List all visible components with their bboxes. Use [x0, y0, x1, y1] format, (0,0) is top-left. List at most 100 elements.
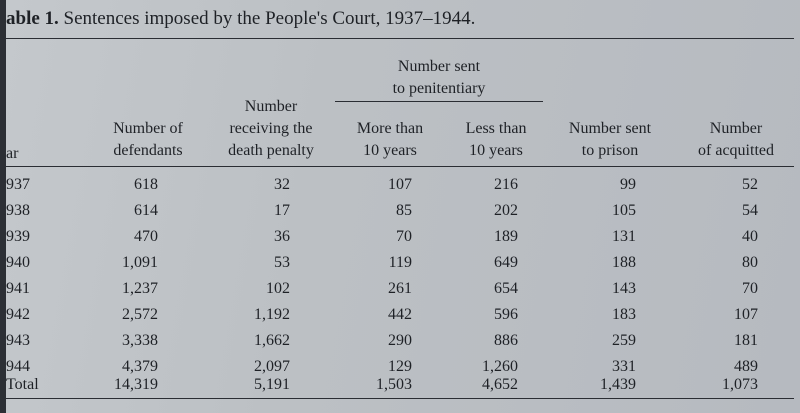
header-line: Number: [709, 120, 763, 137]
table-row: 939 470 36 70 189 131 40: [0, 224, 800, 250]
header-penitentiary-group: Number sent to penitentiary: [335, 56, 543, 100]
cell-less-than-10: 4,652: [482, 376, 518, 393]
cell-year: 937: [6, 176, 30, 193]
cell-more-than-10: 107: [388, 176, 412, 193]
cell-acquitted: 40: [742, 228, 758, 245]
cell-death-penalty: 1,192: [254, 306, 290, 323]
cell-prison: 131: [612, 228, 636, 245]
cell-less-than-10: 886: [494, 332, 518, 349]
cell-defendants: 3,338: [122, 332, 158, 349]
cell-more-than-10: 129: [388, 358, 412, 375]
header-acquitted: Number of acquitted: [678, 118, 794, 162]
cell-year: 940: [6, 254, 30, 271]
cell-year: 943: [6, 332, 30, 349]
cell-acquitted: 489: [734, 358, 758, 375]
cell-acquitted: 107: [734, 306, 758, 323]
header-more-than-10: More than 10 years: [340, 118, 440, 162]
header-line: 10 years: [469, 142, 523, 159]
cell-defendants: 2,572: [122, 306, 158, 323]
cell-prison: 105: [612, 202, 636, 219]
header-line: receiving the: [229, 120, 313, 137]
cell-less-than-10: 596: [494, 306, 518, 323]
cell-less-than-10: 654: [494, 280, 518, 297]
cell-death-penalty: 32: [274, 176, 290, 193]
cell-more-than-10: 119: [388, 254, 412, 271]
table-row: 937 618 32 107 216 99 52: [0, 172, 800, 198]
cell-prison: 331: [612, 358, 636, 375]
cell-prison: 143: [612, 280, 636, 297]
cell-acquitted: 80: [742, 254, 758, 271]
cell-death-penalty: 17: [274, 202, 290, 219]
header-line: to penitentiary: [392, 80, 486, 97]
cell-more-than-10: 290: [388, 332, 412, 349]
table-row: 944 4,379 2,097 129 1,260 331 489: [0, 354, 800, 380]
cell-defendants: 4,379: [122, 358, 158, 375]
cell-more-than-10: 1,503: [376, 376, 412, 393]
cell-acquitted: 1,073: [722, 376, 758, 393]
table-caption: able 1. Sentences imposed by the People'…: [6, 8, 475, 30]
header-line: Number: [244, 98, 298, 115]
table-row: 940 1,091 53 119 649 188 80: [0, 250, 800, 276]
header-line: to prison: [581, 142, 639, 159]
cell-less-than-10: 649: [494, 254, 518, 271]
header-year: ar: [6, 145, 19, 162]
cell-death-penalty: 1,662: [254, 332, 290, 349]
header-line: of acquitted: [698, 142, 774, 159]
header-line: Number of: [113, 120, 183, 137]
table-row-total: Total 14,319 5,191 1,503 4,652 1,439 1,0…: [0, 372, 800, 398]
cell-death-penalty: 53: [274, 254, 290, 271]
cell-acquitted: 52: [742, 176, 758, 193]
cell-more-than-10: 70: [396, 228, 412, 245]
bottom-rule: [6, 398, 794, 399]
header-line: Less than: [465, 120, 527, 137]
header-less-than-10: Less than 10 years: [446, 118, 546, 162]
table-title: Sentences imposed by the People's Court,…: [63, 8, 476, 29]
top-rule: [6, 38, 794, 39]
header-death-penalty: Number receiving the death penalty: [210, 96, 332, 162]
header-line: 10 years: [363, 142, 417, 159]
cell-prison: 183: [612, 306, 636, 323]
header-defendants: Number of defendants: [94, 118, 202, 162]
table-label: able 1.: [6, 8, 59, 29]
cell-prison: 188: [612, 254, 636, 271]
cell-defendants: 1,237: [122, 280, 158, 297]
table-row: 942 2,572 1,192 442 596 183 107: [0, 302, 800, 328]
cell-death-penalty: 102: [266, 280, 290, 297]
cell-year: 944: [6, 358, 30, 375]
cell-year: 938: [6, 202, 30, 219]
cell-more-than-10: 85: [396, 202, 412, 219]
header-line: death penalty: [228, 142, 314, 159]
header-line: Number sent: [568, 120, 652, 137]
cell-more-than-10: 442: [388, 306, 412, 323]
cell-acquitted: 70: [742, 280, 758, 297]
cell-prison: 259: [612, 332, 636, 349]
cell-less-than-10: 189: [494, 228, 518, 245]
cell-defendants: 14,319: [114, 376, 158, 393]
header-line: More than: [356, 120, 424, 137]
cell-year: Total: [6, 376, 39, 393]
cell-acquitted: 54: [742, 202, 758, 219]
cell-less-than-10: 1,260: [482, 358, 518, 375]
header-rule: [6, 166, 794, 167]
cell-death-penalty: 2,097: [254, 358, 290, 375]
cell-less-than-10: 216: [494, 176, 518, 193]
cell-less-than-10: 202: [494, 202, 518, 219]
header-prison: Number sent to prison: [552, 118, 668, 162]
cell-year: 941: [6, 280, 30, 297]
cell-prison: 99: [620, 176, 636, 193]
header-line: defendants: [113, 142, 183, 159]
cell-defendants: 470: [134, 228, 158, 245]
header-line: Number sent: [397, 58, 481, 75]
table-row: 943 3,338 1,662 290 886 259 181: [0, 328, 800, 354]
penitentiary-spanner-rule: [335, 101, 543, 102]
cell-death-penalty: 5,191: [254, 376, 290, 393]
table-row: 941 1,237 102 261 654 143 70: [0, 276, 800, 302]
cell-defendants: 1,091: [122, 254, 158, 271]
cell-defendants: 614: [134, 202, 158, 219]
cell-death-penalty: 36: [274, 228, 290, 245]
cell-year: 942: [6, 306, 30, 323]
cell-more-than-10: 261: [388, 280, 412, 297]
cell-prison: 1,439: [600, 376, 636, 393]
table-row: 938 614 17 85 202 105 54: [0, 198, 800, 224]
